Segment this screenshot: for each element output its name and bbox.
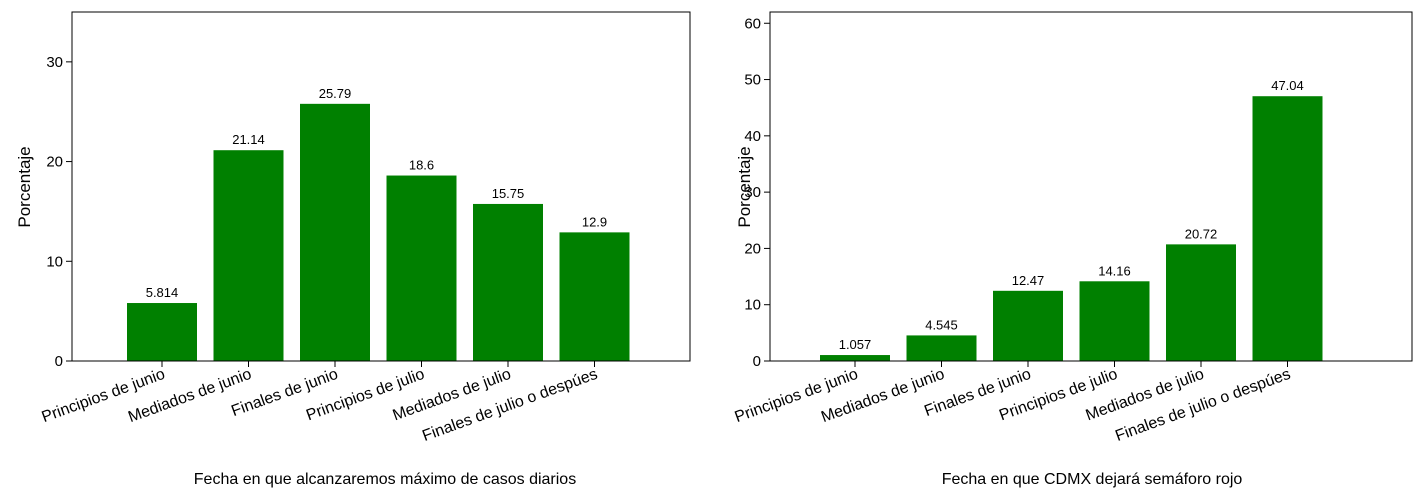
data-label: 4.545 (925, 317, 958, 332)
data-label: 18.6 (409, 158, 434, 173)
data-label: 14.16 (1098, 263, 1131, 278)
chart-1: 5.81421.1425.7918.615.7512.90102030Princ… (15, 11, 691, 488)
bar (1252, 96, 1323, 361)
y-tick-label: 20 (744, 240, 761, 257)
plot-frame (71, 11, 691, 362)
y-tick-label: 0 (55, 353, 63, 370)
y-axis-title: Porcentaje (15, 146, 34, 227)
data-label: 47.04 (1271, 78, 1304, 93)
bar (213, 150, 284, 361)
y-axis-title: Porcentaje (735, 146, 754, 227)
bar (1166, 244, 1236, 361)
data-label: 25.79 (319, 86, 352, 101)
y-tick-label: 30 (744, 184, 761, 201)
data-label: 12.47 (1012, 273, 1045, 288)
data-label: 15.75 (492, 186, 525, 201)
y-tick-label: 60 (744, 15, 761, 32)
bar (820, 355, 890, 361)
y-tick-label: 10 (744, 297, 761, 314)
data-label: 12.9 (582, 214, 607, 229)
x-axis-title: Fecha en que CDMX dejará semáforo rojo (942, 471, 1243, 488)
bar (473, 203, 543, 361)
y-tick-label: 20 (46, 154, 63, 171)
data-label: 1.057 (839, 337, 872, 352)
x-axis-title: Fecha en que alcanzaremos máximo de caso… (194, 471, 576, 488)
bar (1079, 281, 1150, 361)
plot-frame (769, 11, 1413, 362)
data-label: 5.814 (146, 285, 179, 300)
bar (300, 103, 370, 362)
bar (127, 303, 197, 361)
data-label: 20.72 (1185, 226, 1218, 241)
bar (386, 175, 457, 361)
data-label: 21.14 (232, 132, 265, 147)
bar (906, 335, 977, 361)
y-tick-label: 50 (744, 72, 761, 89)
y-tick-label: 40 (744, 128, 761, 145)
y-tick-label: 0 (753, 353, 761, 370)
y-tick-label: 10 (46, 253, 63, 270)
bar (993, 290, 1063, 361)
y-tick-label: 30 (46, 54, 63, 71)
chart-2: 1.057 4.545 12.47 14.16 20.72 47.04 0 10 20 30 40 5… (733, 11, 1413, 488)
bar (559, 232, 630, 361)
